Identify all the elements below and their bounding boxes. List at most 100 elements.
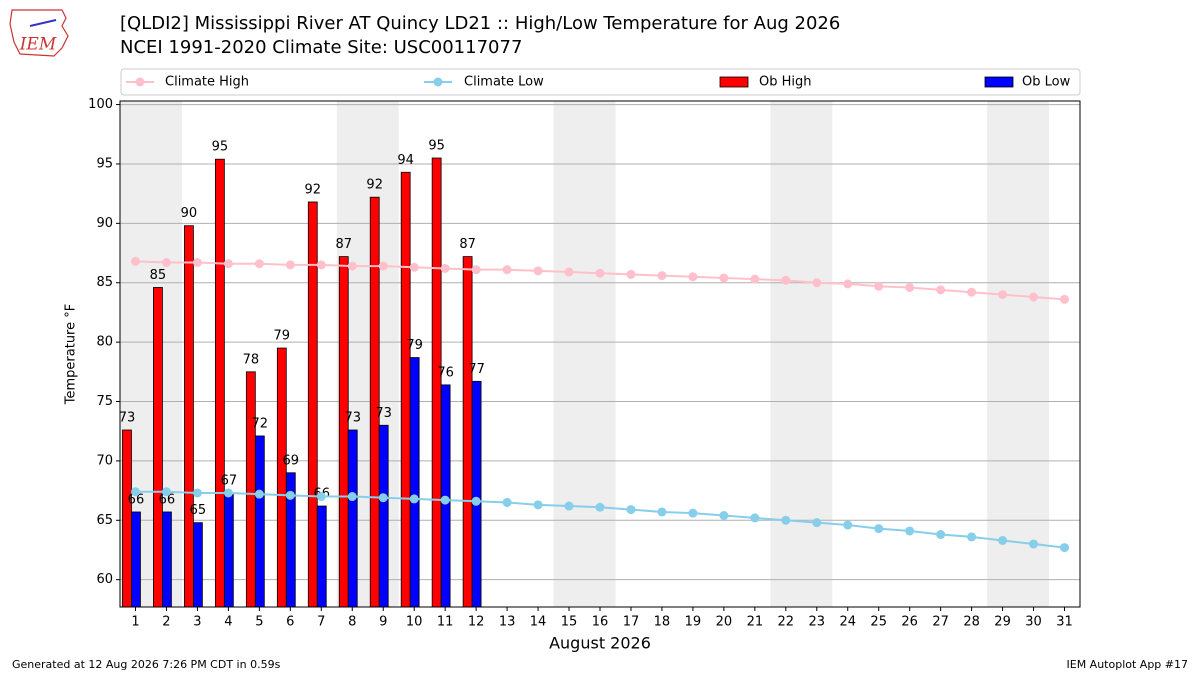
y-tick-label: 100 — [88, 97, 113, 112]
legend-label: Ob Low — [1022, 75, 1071, 90]
x-tick-label: 6 — [286, 615, 294, 630]
data-label: 73 — [344, 411, 361, 426]
point — [657, 507, 667, 517]
footer-right: IEM Autoplot App #17 — [1067, 658, 1189, 671]
bar — [347, 429, 358, 608]
bar — [378, 424, 389, 608]
chart-title: [QLDI2] Mississippi River AT Quincy LD21… — [120, 13, 840, 34]
data-label: 73 — [375, 406, 392, 421]
point — [161, 487, 171, 497]
point — [254, 489, 264, 499]
point — [967, 532, 977, 542]
point — [905, 526, 915, 536]
y-tick-label: 75 — [96, 394, 113, 409]
point — [1029, 292, 1039, 302]
y-tick-label: 65 — [96, 513, 113, 528]
logo-text: IEM — [19, 35, 57, 55]
point — [688, 508, 698, 518]
bar — [245, 371, 256, 608]
x-tick-label: 20 — [716, 615, 733, 630]
legend-marker — [135, 77, 145, 87]
point — [378, 261, 388, 271]
x-tick-label: 9 — [379, 615, 387, 630]
x-tick-label: 4 — [224, 615, 232, 630]
legend-swatch — [719, 76, 749, 88]
data-label: 66 — [159, 492, 176, 507]
point — [626, 269, 636, 279]
data-label: 79 — [274, 329, 291, 344]
point — [1029, 539, 1039, 549]
point — [378, 493, 388, 503]
y-tick-label: 90 — [96, 216, 113, 231]
weekend-shade — [553, 101, 616, 607]
x-tick-label: 12 — [468, 615, 485, 630]
data-label: 65 — [190, 503, 207, 518]
point — [1060, 543, 1070, 553]
point — [471, 265, 481, 275]
x-tick-label: 10 — [406, 615, 423, 630]
point — [626, 505, 636, 515]
point — [874, 524, 884, 534]
data-label: 66 — [128, 492, 145, 507]
bar — [316, 505, 327, 608]
bar — [276, 347, 287, 608]
point — [750, 274, 760, 284]
point — [750, 513, 760, 523]
point — [254, 259, 264, 269]
y-tick-label: 85 — [96, 275, 113, 290]
logo: IEM — [9, 9, 69, 57]
x-tick-label: 31 — [1056, 615, 1073, 630]
x-tick-label: 22 — [778, 615, 795, 630]
logo-mark — [29, 19, 57, 27]
point — [316, 260, 326, 270]
point — [719, 511, 729, 521]
point — [936, 530, 946, 540]
x-tick-label: 24 — [839, 615, 856, 630]
data-label: 79 — [406, 338, 423, 353]
bar — [409, 357, 420, 608]
bar — [307, 201, 318, 608]
point — [967, 287, 977, 297]
legend-label: Ob High — [759, 75, 812, 90]
point — [998, 535, 1008, 545]
data-label: 90 — [181, 206, 198, 221]
bar — [338, 256, 349, 608]
x-tick-label: 19 — [685, 615, 702, 630]
point — [595, 268, 605, 278]
y-tick-label: 60 — [96, 572, 113, 587]
point — [347, 492, 357, 502]
chart-subtitle: NCEI 1991-2020 Climate Site: USC00117077 — [120, 37, 522, 58]
x-tick-label: 7 — [317, 615, 325, 630]
legend-label: Climate High — [165, 75, 249, 90]
x-tick-label: 27 — [932, 615, 949, 630]
point — [192, 258, 202, 268]
data-label: 92 — [305, 182, 322, 197]
point — [502, 497, 512, 507]
point — [192, 488, 202, 498]
point — [688, 272, 698, 282]
bar — [162, 511, 172, 608]
point — [440, 495, 450, 505]
legend-swatch — [984, 76, 1014, 88]
x-tick-label: 2 — [162, 615, 170, 630]
y-axis-label: Temperature °F — [64, 304, 79, 405]
y-tick-label: 70 — [96, 453, 113, 468]
point — [998, 290, 1008, 300]
point — [564, 501, 574, 511]
data-label: 87 — [335, 237, 352, 252]
point — [223, 259, 233, 269]
y-tick-label: 80 — [96, 335, 113, 350]
data-label: 69 — [283, 453, 300, 468]
point — [781, 515, 791, 525]
point — [285, 490, 295, 500]
footer-left: Generated at 12 Aug 2026 7:26 PM CDT in … — [12, 658, 281, 671]
data-label: 92 — [366, 178, 383, 193]
x-tick-label: 15 — [561, 615, 578, 630]
point — [130, 487, 140, 497]
x-tick-label: 1 — [131, 615, 139, 630]
x-tick-label: 17 — [623, 615, 640, 630]
weekend-shade — [987, 101, 1050, 607]
point — [843, 279, 853, 289]
y-tick-label: 95 — [96, 156, 113, 171]
x-tick-label: 29 — [994, 615, 1011, 630]
